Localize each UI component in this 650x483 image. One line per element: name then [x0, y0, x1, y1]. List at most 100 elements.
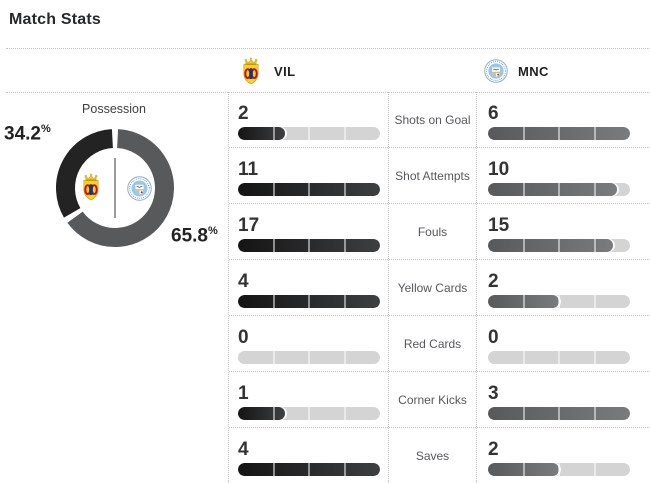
bar-segment-divider: [558, 127, 560, 140]
away-value: 6: [488, 103, 499, 124]
possession-panel: Possession 34.2% 65.8%: [0, 92, 228, 483]
bar-segment-divider: [308, 463, 310, 476]
bar-segment-divider: [343, 127, 346, 140]
home-bar: [238, 295, 380, 308]
away-bar: [488, 407, 630, 420]
bar-segment-divider: [343, 239, 346, 252]
away-value: 2: [488, 271, 499, 292]
away-stat-cell: 15: [477, 204, 650, 259]
home-stat-cell: 4: [229, 260, 388, 315]
page-title: Match Stats: [9, 11, 101, 28]
home-bar: [238, 127, 380, 140]
home-bar: [238, 351, 380, 364]
bar-segment-divider: [593, 407, 596, 420]
team-header-divider-line: [6, 92, 650, 93]
stat-label: Fouls: [417, 224, 448, 239]
bar-segment-divider: [522, 295, 525, 308]
away-bar-fill: [488, 183, 618, 196]
villarreal-crest-icon: [78, 172, 104, 202]
away-stat-cell: 0: [477, 316, 650, 371]
bar-segment-divider: [558, 407, 560, 420]
away-bar: [488, 351, 630, 364]
stat-label: Saves: [415, 448, 450, 463]
bar-segment-divider: [593, 351, 596, 364]
home-stat-cell: 1: [229, 372, 388, 427]
bar-segment-divider: [522, 463, 525, 476]
man-city-crest-icon: [484, 59, 508, 83]
away-bar-fill: [488, 239, 614, 252]
home-stat-cell: 4: [229, 428, 388, 483]
home-value: 4: [238, 271, 249, 292]
bar-segment-divider: [593, 127, 596, 140]
home-value: 1: [238, 383, 249, 404]
bar-segment-divider: [558, 239, 560, 252]
home-stat-cell: 2: [229, 92, 388, 147]
away-bar: [488, 295, 630, 308]
stat-row: 2 Shots on Goal 6: [229, 92, 650, 148]
home-value: 11: [238, 159, 259, 180]
bar-segment-divider: [343, 407, 346, 420]
stat-label-cell: Yellow Cards: [388, 260, 477, 315]
stat-label: Corner Kicks: [398, 392, 467, 407]
bar-segment-divider: [343, 183, 346, 196]
bar-segment-divider: [272, 239, 275, 252]
home-bar: [238, 463, 380, 476]
away-value: 10: [488, 159, 510, 180]
possession-away-value: 65.8: [171, 225, 208, 247]
bar-segment-divider: [272, 351, 275, 364]
bar-segment-divider: [308, 407, 310, 420]
home-value: 17: [238, 215, 260, 236]
donut-center-divider: [114, 158, 116, 218]
home-bar: [238, 239, 380, 252]
away-stat-cell: 10: [477, 148, 650, 203]
bar-segment-divider: [522, 239, 525, 252]
possession-away-percent: 65.8%: [171, 225, 218, 247]
bar-segment-divider: [593, 295, 596, 308]
home-bar-fill: [238, 127, 286, 140]
away-value: 2: [488, 439, 499, 460]
bar-segment-divider: [558, 295, 560, 308]
bar-segment-divider: [308, 183, 310, 196]
possession-arc-home: [56, 129, 114, 218]
stats-grid: 2 Shots on Goal 6 11: [228, 92, 650, 483]
home-value: 0: [238, 327, 249, 348]
bar-segment-divider: [522, 407, 525, 420]
away-stat-cell: 2: [477, 260, 650, 315]
stat-label-cell: Fouls: [388, 204, 477, 259]
bar-segment-divider: [308, 239, 310, 252]
possession-home-percent: 34.2%: [4, 123, 51, 145]
bar-segment-divider: [272, 463, 275, 476]
stat-row: 17 Fouls 15: [229, 204, 650, 260]
stat-row: 0 Red Cards 0: [229, 316, 650, 372]
percent-symbol: %: [207, 225, 218, 237]
stat-row: 11 Shot Attempts 10: [229, 148, 650, 204]
home-bar-fill: [238, 407, 286, 420]
home-stat-cell: 17: [229, 204, 388, 259]
bar-segment-divider: [272, 183, 275, 196]
home-team-abbr: VIL: [274, 63, 296, 79]
home-team-header: VIL: [238, 55, 295, 87]
away-stat-cell: 2: [477, 428, 650, 483]
stat-label: Shots on Goal: [394, 112, 471, 127]
header-divider-line: [6, 48, 650, 49]
away-stat-cell: 6: [477, 92, 650, 147]
stat-label-cell: Saves: [388, 428, 477, 483]
bar-segment-divider: [558, 183, 560, 196]
away-bar: [488, 239, 630, 252]
home-value: 2: [238, 103, 249, 124]
home-stat-cell: 0: [229, 316, 388, 371]
possession-home-value: 34.2: [4, 123, 41, 145]
possession-arc-away: [67, 129, 174, 247]
bar-segment-divider: [308, 351, 310, 364]
bar-segment-divider: [558, 463, 560, 476]
stat-label: Yellow Cards: [397, 280, 468, 295]
away-stat-cell: 3: [477, 372, 650, 427]
away-team-abbr: MNC: [518, 63, 549, 79]
villarreal-crest-icon: [238, 56, 264, 86]
man-city-crest-icon: [127, 176, 152, 201]
home-bar: [238, 183, 380, 196]
away-team-header: MNC: [484, 55, 549, 87]
bar-segment-divider: [343, 295, 346, 308]
away-value: 15: [488, 215, 510, 236]
bar-segment-divider: [308, 127, 310, 140]
